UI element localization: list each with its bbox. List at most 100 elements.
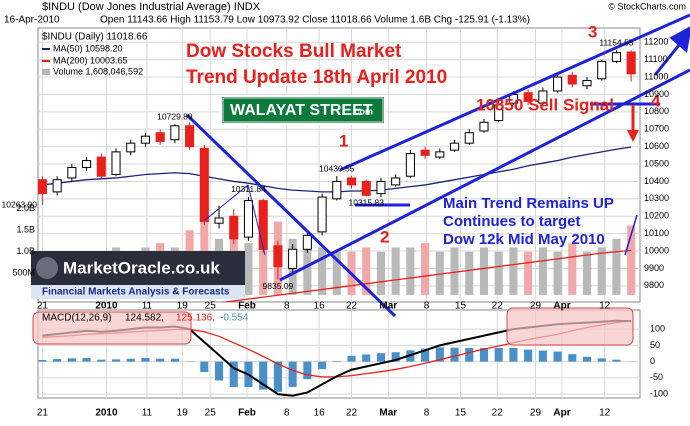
legend-swatch xyxy=(42,69,50,75)
volume-bar xyxy=(244,243,253,295)
logo-box xyxy=(31,251,245,285)
volume-bar xyxy=(450,247,459,295)
macd-histogram xyxy=(303,361,312,380)
y-tick-label: 11000 xyxy=(644,71,668,81)
macd-tick-label: 50 xyxy=(650,340,660,350)
candle-body xyxy=(96,156,106,177)
candle-body xyxy=(155,132,165,142)
macd-tick-label: -100 xyxy=(650,388,668,398)
macd-histogram xyxy=(170,358,179,362)
y-tick-label: 10000 xyxy=(644,245,669,255)
price-label: 10430.55 xyxy=(319,163,355,173)
trend-note: Main Trend Remains UP xyxy=(443,195,614,212)
volume-bar xyxy=(376,251,385,295)
price-legend: $INDU (Daily) 11018.66 xyxy=(42,32,148,43)
x-tick-label: Mar xyxy=(379,408,397,419)
x-tick-label: 12 xyxy=(599,301,611,312)
y-tick-label: 9800 xyxy=(644,280,664,290)
x-tick-label: 21 xyxy=(37,408,49,419)
x-tick-label: 29 xyxy=(530,408,542,419)
macd-histogram xyxy=(465,347,474,362)
candle-body xyxy=(361,180,371,196)
price-label: 11154.55 xyxy=(599,37,633,47)
candle-body xyxy=(67,167,77,179)
legend-volume: Volume 1,608,046,592 xyxy=(53,66,143,76)
trend-lines xyxy=(185,13,690,318)
candle-body xyxy=(332,180,342,200)
candle-body xyxy=(553,76,563,92)
logo-sub: Financial Markets Analysis & Forecasts xyxy=(42,287,230,298)
symbol-line: $INDU (Dow Jones Industrial Average) IND… xyxy=(42,1,261,13)
macd-histogram xyxy=(332,360,341,362)
macd-histogram xyxy=(612,359,621,362)
volume-bar xyxy=(259,230,268,295)
candle-body xyxy=(243,200,254,238)
candle-body xyxy=(199,147,209,222)
x-tick-label: 11 xyxy=(142,301,153,312)
trend-note: Dow 12k Mid May 2010 xyxy=(443,231,605,248)
volume-bar xyxy=(597,247,606,295)
macd-histogram xyxy=(141,358,150,362)
wave-label: 2 xyxy=(380,227,389,246)
x-tick-label: 11 xyxy=(142,408,153,419)
candle-body xyxy=(140,135,150,144)
volume-bar xyxy=(568,243,577,295)
site-suffix: .com xyxy=(352,106,373,116)
y-tick-label: 10800 xyxy=(644,106,669,116)
x-tick-label: 15 xyxy=(455,408,467,419)
x-tick-label: 8 xyxy=(284,301,290,312)
x-tick-label: 19 xyxy=(177,301,189,312)
macd-histogram xyxy=(421,348,430,362)
macd-highlight xyxy=(506,307,634,346)
y-tick-label: 10300 xyxy=(644,193,669,203)
macd-histogram xyxy=(229,361,238,387)
candle-body xyxy=(611,52,621,62)
candle-body xyxy=(82,160,92,169)
macd-histogram xyxy=(67,358,76,362)
y-tick-label: 9900 xyxy=(644,263,664,273)
volume-bar xyxy=(406,247,415,295)
volume-tick-label: 1.0B xyxy=(16,246,35,256)
site-name: WALAYAT STREET xyxy=(230,102,373,119)
volume-bar xyxy=(524,251,533,295)
macd-highlight xyxy=(32,311,192,345)
volume-tick-label: 500M xyxy=(12,268,35,278)
macd-legend-signal: 125.136, xyxy=(176,313,215,324)
macd-histogram xyxy=(553,351,562,362)
volume-bar xyxy=(494,251,503,295)
moving-average xyxy=(220,249,632,302)
candle-body xyxy=(185,125,195,148)
candle-body xyxy=(391,177,401,186)
volume-bar xyxy=(479,247,489,295)
macd-histogram xyxy=(156,358,165,362)
macd-histogram xyxy=(126,358,135,362)
x-tick-label: 25 xyxy=(205,408,217,419)
x-tick-label: 8 xyxy=(424,301,430,312)
x-tick-label: 29 xyxy=(530,301,542,312)
x-tick-label: Feb xyxy=(238,408,256,419)
x-tick-label: 2010 xyxy=(95,301,118,312)
candle-body xyxy=(435,151,445,158)
credit: © StockCharts.com xyxy=(608,1,686,11)
x-tick-label: Feb xyxy=(238,301,256,312)
x-tick-label: 22 xyxy=(492,408,504,419)
x-tick-label: 22 xyxy=(492,301,504,312)
candle-body xyxy=(626,51,636,75)
price-label: 10315.83 xyxy=(349,197,385,207)
y-tick-label: 11200 xyxy=(644,37,668,47)
volume-bar xyxy=(391,247,400,295)
x-tick-label: 25 xyxy=(205,301,217,312)
macd-histogram xyxy=(318,361,327,370)
candle-body xyxy=(288,248,298,269)
volume-bar xyxy=(421,243,430,295)
macd-histogram xyxy=(435,347,444,362)
candle-body xyxy=(346,177,357,186)
y-tick-label: 11100 xyxy=(644,54,668,64)
volume-bar xyxy=(509,247,518,295)
logo-band xyxy=(31,285,245,299)
candle-body xyxy=(258,200,268,250)
legend-ma50: MA(50) 10598.20 xyxy=(53,43,123,53)
candle-body xyxy=(523,92,533,102)
site-sign xyxy=(220,95,386,125)
